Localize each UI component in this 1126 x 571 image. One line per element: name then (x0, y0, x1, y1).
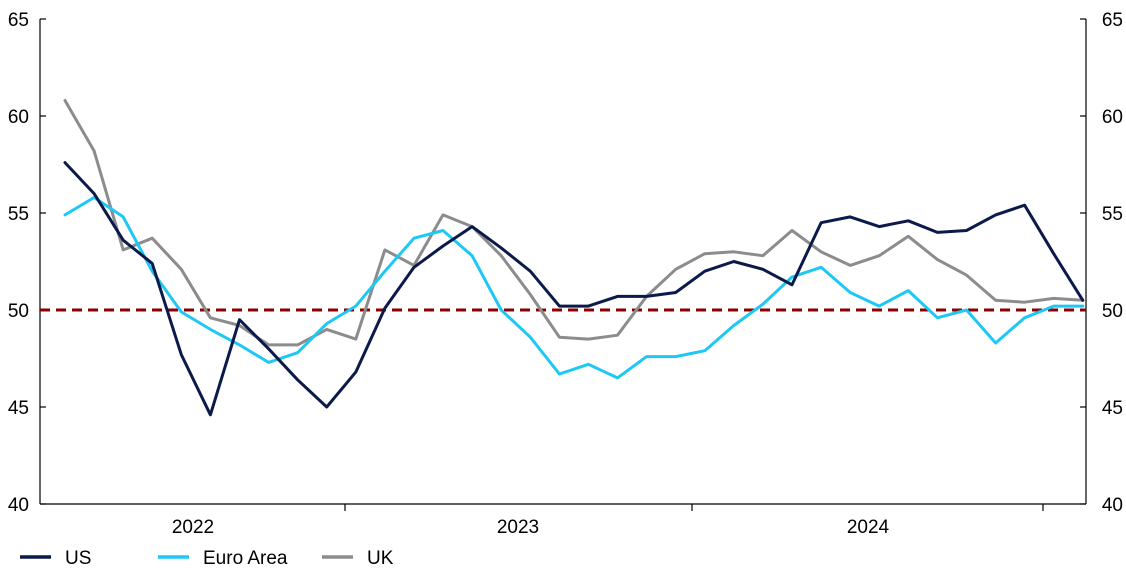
right-y-tick-label: 45 (1102, 398, 1123, 419)
x-tick-label: 2024 (847, 517, 890, 538)
left-y-tick-label: 65 (8, 10, 29, 31)
right-y-tick-label: 65 (1102, 10, 1123, 31)
legend: US Euro Area UK (20, 548, 394, 569)
ticks: 40 45 50 55 60 65 40 45 50 55 60 65 2022 2023 2024 (8, 10, 1123, 538)
right-y-tick-label: 50 (1102, 301, 1123, 322)
right-y-tick-label: 60 (1102, 107, 1123, 128)
legend-label-euro-area: Euro Area (203, 548, 288, 569)
x-tick-label: 2023 (497, 517, 539, 538)
legend-label-us: US (65, 548, 91, 569)
legend-label-uk: UK (367, 548, 394, 569)
right-y-tick-label: 55 (1102, 204, 1123, 225)
x-tick-label: 2022 (172, 517, 214, 538)
series-line-euro-area (63, 196, 1085, 380)
left-y-tick-label: 60 (8, 107, 29, 128)
series-lines (63, 99, 1085, 417)
axes (39, 19, 1087, 505)
series-line-uk (63, 99, 1085, 347)
left-y-tick-label: 45 (8, 398, 29, 419)
left-y-tick-label: 40 (8, 495, 29, 516)
left-y-tick-label: 55 (8, 204, 29, 225)
right-y-tick-label: 40 (1102, 495, 1123, 516)
series-line-us (63, 161, 1085, 417)
left-y-tick-label: 50 (8, 301, 29, 322)
